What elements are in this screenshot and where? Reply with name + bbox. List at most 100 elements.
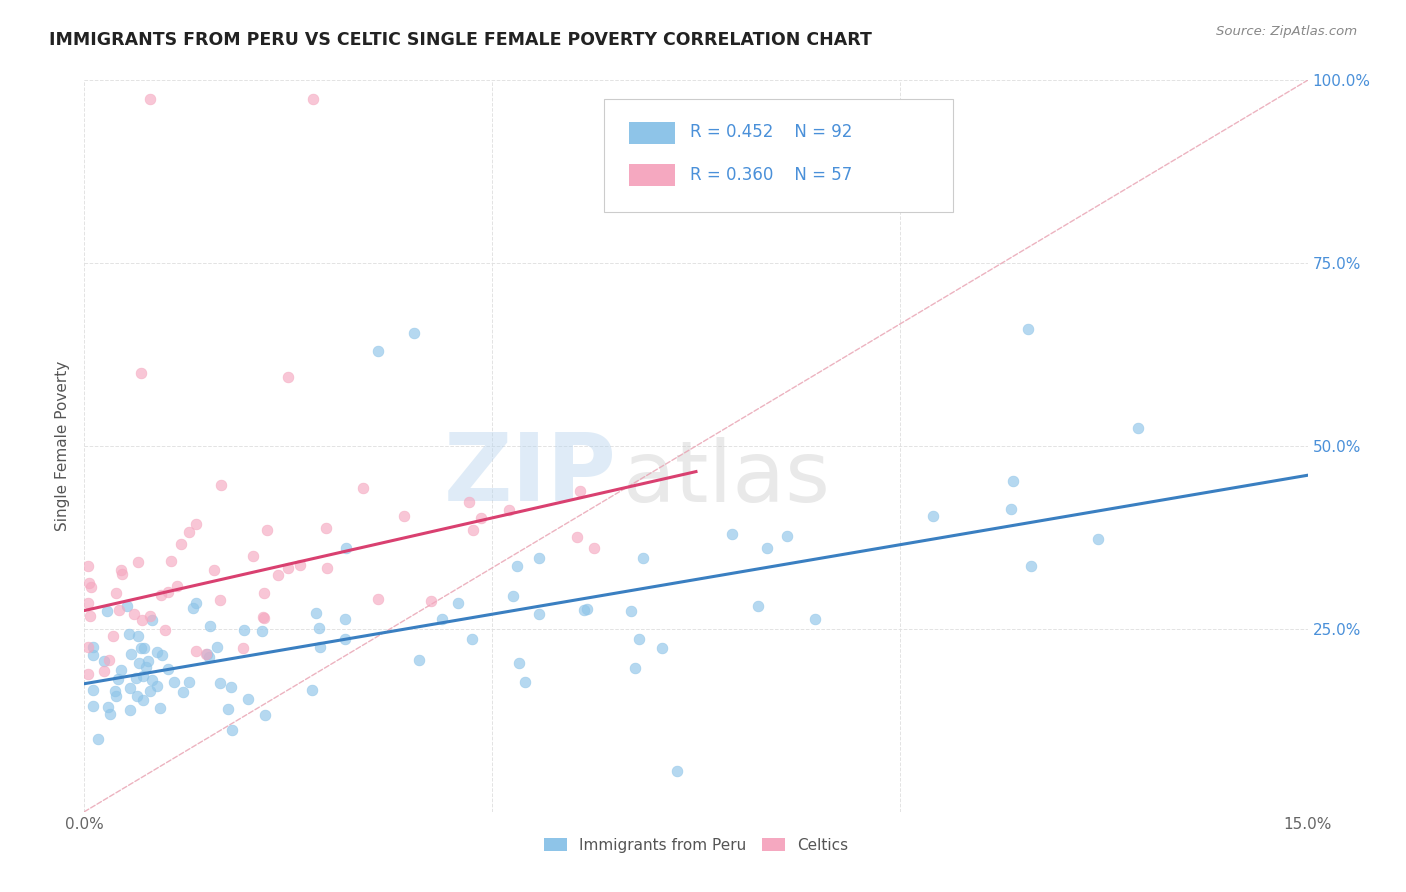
Point	[134, 640, 156, 655]
Point	[1017, 322, 1039, 336]
Point	[98, 707, 121, 722]
Point	[202, 562, 225, 576]
Point	[186, 644, 208, 658]
Point	[160, 554, 183, 568]
Point	[163, 675, 186, 690]
Point	[252, 610, 274, 624]
Text: R = 0.360    N = 57: R = 0.360 N = 57	[690, 166, 852, 184]
Point	[115, 599, 138, 614]
Point	[430, 612, 453, 626]
Point	[624, 661, 647, 675]
Text: R = 0.452    N = 92: R = 0.452 N = 92	[690, 123, 852, 141]
Point	[290, 558, 312, 572]
Point	[197, 650, 219, 665]
Point	[217, 702, 239, 716]
Point	[209, 676, 232, 690]
Point	[335, 541, 357, 556]
Point	[253, 611, 276, 625]
Point	[118, 681, 141, 695]
Point	[333, 632, 356, 646]
Point	[419, 593, 441, 607]
Point	[128, 656, 150, 670]
Point	[651, 640, 673, 655]
Point	[335, 612, 357, 626]
Point	[77, 559, 100, 574]
Point	[502, 589, 524, 603]
Text: IMMIGRANTS FROM PERU VS CELTIC SINGLE FEMALE POVERTY CORRELATION CHART: IMMIGRANTS FROM PERU VS CELTIC SINGLE FE…	[49, 31, 872, 49]
Text: ZIP: ZIP	[443, 429, 616, 521]
Point	[82, 683, 104, 698]
Point	[127, 629, 149, 643]
Point	[118, 703, 141, 717]
Point	[125, 689, 148, 703]
Text: Source: ZipAtlas.com: Source: ZipAtlas.com	[1216, 25, 1357, 38]
FancyBboxPatch shape	[605, 99, 953, 212]
Point	[408, 653, 430, 667]
Point	[628, 632, 651, 647]
Text: atlas: atlas	[623, 437, 831, 520]
Point	[508, 657, 530, 671]
Point	[254, 707, 277, 722]
Point	[198, 619, 221, 633]
Point	[527, 550, 550, 565]
Point	[776, 529, 799, 543]
Point	[576, 602, 599, 616]
Point	[308, 640, 330, 654]
Point	[87, 732, 110, 747]
Point	[166, 578, 188, 592]
Point	[470, 511, 492, 525]
Point	[135, 660, 157, 674]
Point	[129, 640, 152, 655]
Point	[139, 684, 162, 698]
Point	[141, 673, 163, 687]
Point	[619, 604, 641, 618]
Point	[82, 699, 104, 714]
Bar	[628, 164, 675, 186]
Point	[1000, 502, 1022, 516]
Point	[184, 596, 207, 610]
Point	[77, 667, 100, 681]
Point	[721, 527, 744, 541]
Point	[82, 648, 104, 662]
Point	[305, 606, 328, 620]
Point	[96, 604, 118, 618]
Point	[457, 495, 479, 509]
Point	[253, 586, 276, 600]
Point	[277, 369, 299, 384]
Point	[77, 576, 100, 591]
Point	[301, 92, 323, 106]
Point	[633, 550, 655, 565]
Point	[122, 607, 145, 621]
Point	[256, 524, 278, 538]
Point	[179, 674, 201, 689]
Point	[209, 477, 232, 491]
Point	[195, 647, 218, 661]
Point	[157, 584, 180, 599]
Point	[394, 508, 416, 523]
Point	[170, 537, 193, 551]
Point	[93, 654, 115, 668]
Point	[150, 648, 173, 663]
Point	[149, 588, 172, 602]
Point	[205, 640, 228, 654]
Point	[120, 647, 142, 661]
Point	[569, 483, 592, 498]
Point	[149, 701, 172, 715]
Point	[136, 654, 159, 668]
Point	[93, 664, 115, 678]
Point	[77, 640, 100, 654]
Point	[447, 596, 470, 610]
Point	[1002, 474, 1025, 488]
Point	[80, 580, 103, 594]
Point	[155, 623, 177, 637]
Point	[141, 613, 163, 627]
Point	[277, 561, 299, 575]
Point	[367, 591, 389, 606]
Point	[79, 608, 101, 623]
Point	[110, 563, 132, 577]
Point	[922, 508, 945, 523]
Point	[138, 609, 160, 624]
Point	[131, 614, 153, 628]
Point	[209, 593, 232, 607]
Point	[461, 632, 484, 646]
